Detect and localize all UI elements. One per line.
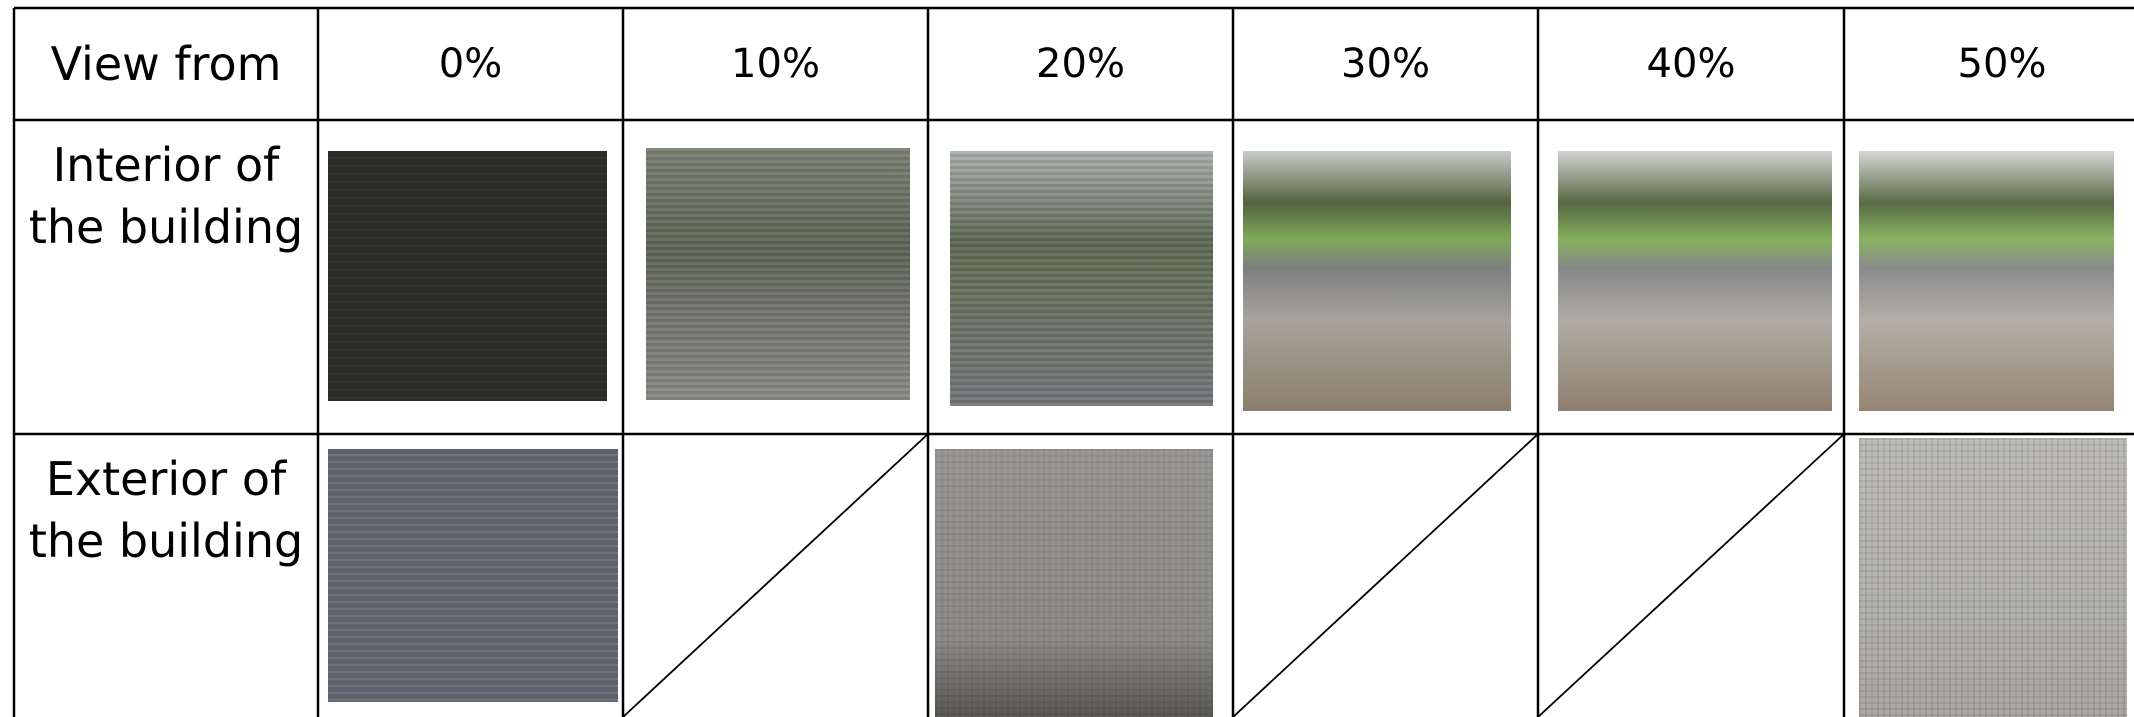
photo xyxy=(328,449,618,702)
photo xyxy=(328,151,607,401)
header-cell: 30% xyxy=(1341,41,1430,87)
header-cell: 50% xyxy=(1957,41,2047,87)
empty-cell-slash xyxy=(622,433,929,717)
photo xyxy=(646,148,910,400)
row-label: Interior of the building xyxy=(28,138,304,255)
header-cell: 10% xyxy=(731,41,820,87)
photo xyxy=(1558,151,1832,411)
header-cell: 40% xyxy=(1646,41,1736,87)
photo xyxy=(1243,151,1511,411)
row-label: Exterior of the building xyxy=(28,452,304,569)
header-cell: 0% xyxy=(438,41,503,87)
header-cell: View from xyxy=(50,37,282,91)
photo xyxy=(1859,151,2114,411)
empty-cell-slash xyxy=(1232,433,1539,717)
photo xyxy=(935,449,1213,717)
header-cell: 20% xyxy=(1036,41,1125,87)
empty-cell-slash xyxy=(1537,433,1845,717)
photo xyxy=(950,151,1213,406)
photo xyxy=(1859,438,2127,717)
